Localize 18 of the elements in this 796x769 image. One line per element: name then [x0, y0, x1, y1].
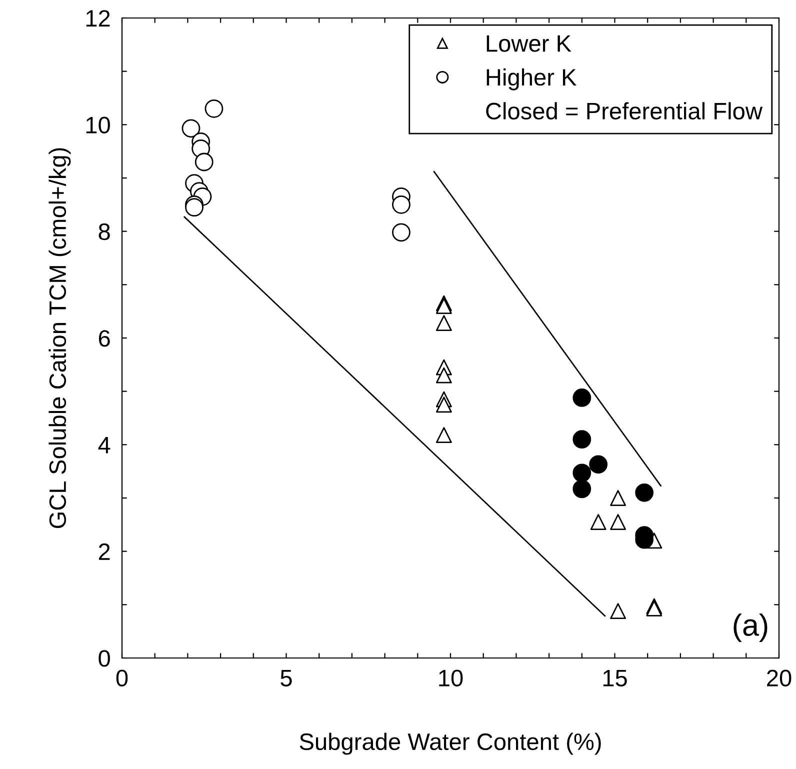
y-tick-label: 0	[98, 650, 110, 667]
legend-label: Lower K	[486, 35, 572, 52]
y-axis-title: GCL Soluble Cation TCM (cmol+/kg)	[48, 148, 71, 528]
y-tick-label: 2	[98, 543, 110, 560]
x-axis-title: Subgrade Water Content (%)	[300, 732, 601, 755]
y-tick-label: 10	[86, 116, 110, 134]
legend-label: Higher K	[486, 68, 577, 90]
y-tick-label: 4	[98, 436, 110, 454]
annotation: Closed = Preferential Flow	[486, 102, 763, 120]
x-tick-label: 10	[439, 670, 463, 686]
y-tick-label: 8	[98, 223, 110, 240]
y-tick-label: 6	[98, 330, 110, 347]
x-tick-label: 15	[603, 670, 627, 686]
annotation: (a)	[734, 614, 768, 642]
y-tick-label: 12	[86, 10, 110, 27]
x-tick-label: 20	[767, 670, 792, 686]
x-tick-label: 0	[116, 670, 128, 686]
x-tick-label: 5	[280, 670, 292, 686]
